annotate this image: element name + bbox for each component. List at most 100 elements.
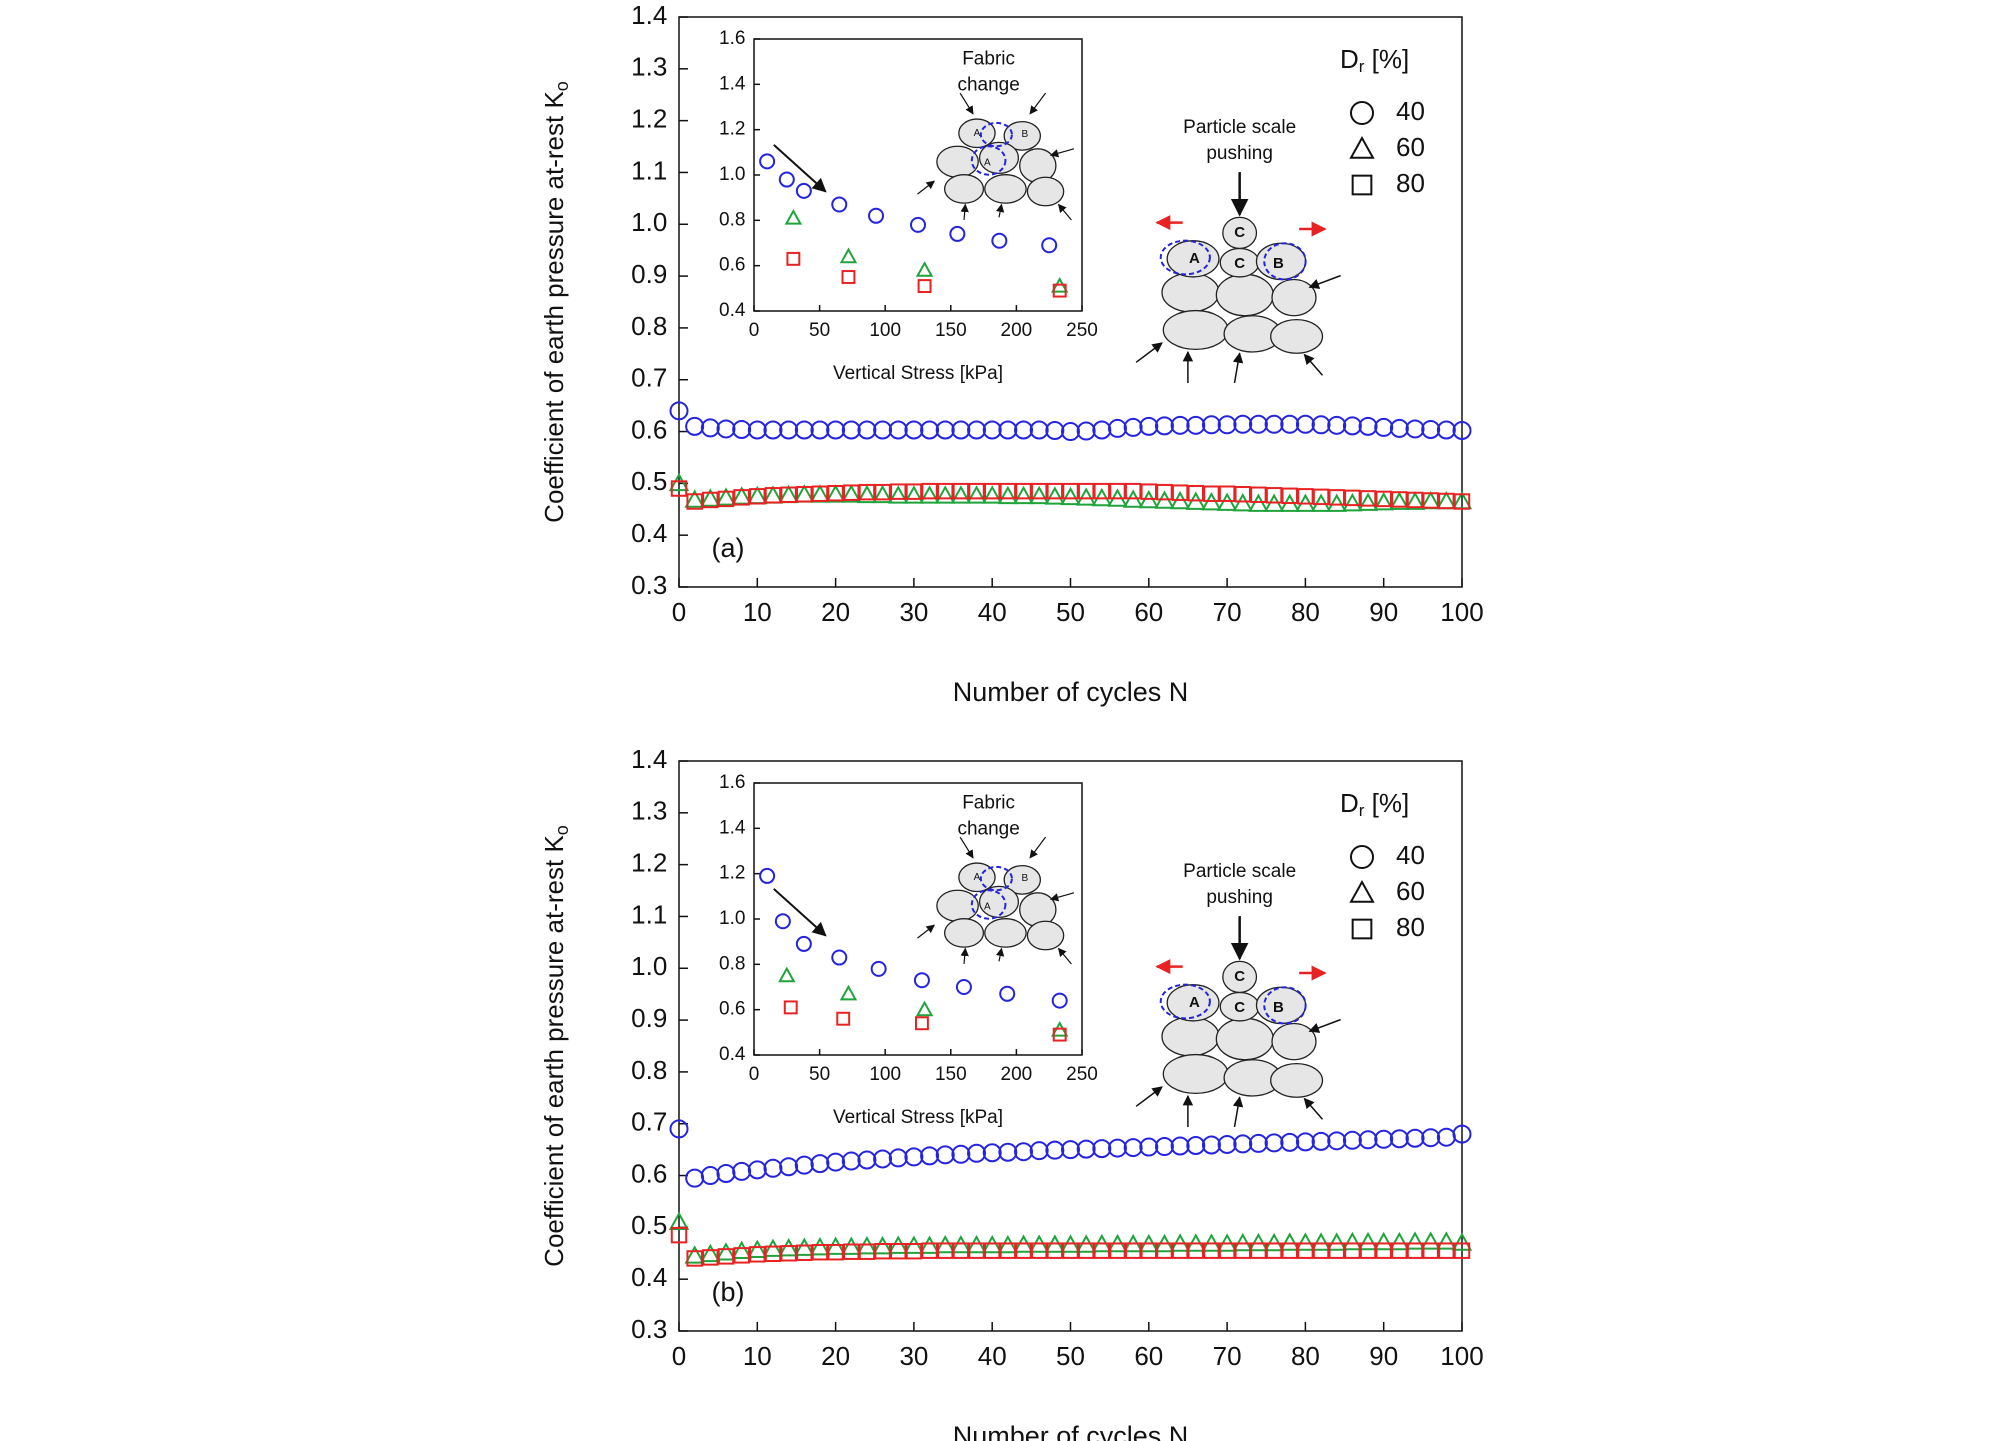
marker-circle xyxy=(999,985,1016,1002)
marker-circle xyxy=(1295,1132,1315,1152)
fabric-label: change xyxy=(957,818,1019,839)
marker-triangle xyxy=(668,472,690,492)
marker-square xyxy=(1187,1242,1205,1259)
arrow xyxy=(1232,1096,1244,1128)
legend-label: 80 xyxy=(1396,168,1425,198)
marker-circle xyxy=(951,1144,971,1164)
marker-circle xyxy=(685,1168,705,1188)
particle-outline xyxy=(970,145,1007,176)
particle-letter: C xyxy=(1234,255,1245,272)
arrow xyxy=(959,92,974,115)
marker-circle xyxy=(1233,414,1253,434)
marker-circle xyxy=(1280,1132,1300,1152)
marker-triangle xyxy=(1420,1231,1441,1250)
marker-square xyxy=(1218,1242,1236,1259)
y-tick-label: 1.2 xyxy=(719,863,745,884)
marker-circle xyxy=(1170,1136,1190,1156)
marker-circle xyxy=(1358,1130,1378,1150)
marker-circle xyxy=(1374,417,1394,437)
marker-square xyxy=(702,1249,719,1266)
marker-square xyxy=(983,1242,1001,1259)
arrow xyxy=(1308,1018,1341,1033)
particle xyxy=(936,145,979,178)
marker-circle xyxy=(857,420,877,440)
x-tick-label: 30 xyxy=(899,597,928,627)
x-tick-label: 50 xyxy=(1056,1341,1085,1371)
y-tick-label: 1.0 xyxy=(631,207,667,237)
marker-triangle xyxy=(935,485,956,504)
marker-circle xyxy=(1170,415,1190,435)
marker-circle xyxy=(1045,1140,1065,1160)
x-tick-label: 250 xyxy=(1066,1064,1098,1085)
marker-square xyxy=(921,1242,938,1259)
particle xyxy=(1222,216,1258,250)
fabric-letter: A xyxy=(984,158,991,169)
marker-circle xyxy=(1421,1128,1441,1148)
y-tick-label: 0.9 xyxy=(631,1003,667,1033)
marker-triangle xyxy=(839,984,858,1001)
legend-label: 80 xyxy=(1396,912,1425,942)
marker-circle xyxy=(1154,1137,1174,1157)
marker-circle xyxy=(759,153,776,170)
marker-circle xyxy=(716,419,736,439)
y-tick-label: 1.4 xyxy=(631,0,667,30)
arrow xyxy=(959,836,974,859)
panel-label: (a) xyxy=(712,533,745,563)
marker-triangle xyxy=(841,484,862,503)
particle-label: Particle scale xyxy=(1183,117,1296,138)
marker-triangle xyxy=(966,485,987,504)
marker-square xyxy=(1234,486,1251,503)
marker-square xyxy=(1265,487,1283,504)
y-tick-label: 0.8 xyxy=(631,1055,667,1085)
arrow xyxy=(1049,148,1075,158)
y-axis-label-sub: o xyxy=(552,81,572,91)
marker-square xyxy=(796,486,813,503)
marker-circle xyxy=(873,1149,893,1169)
marker-square xyxy=(827,484,844,502)
marker-triangle xyxy=(1216,492,1238,511)
marker-circle xyxy=(1107,418,1127,438)
marker-square xyxy=(1406,1242,1424,1259)
x-tick-label: 80 xyxy=(1291,1341,1320,1371)
marker-square xyxy=(796,1244,813,1261)
marker-triangle xyxy=(997,1234,1019,1254)
marker-circle xyxy=(763,420,783,440)
marker-square xyxy=(890,1242,907,1260)
marker-circle xyxy=(873,420,893,440)
fabric-letter: B xyxy=(1022,129,1029,140)
marker-square xyxy=(843,1243,860,1260)
marker-square xyxy=(1250,486,1267,503)
x-tick-label: 0 xyxy=(672,597,686,627)
marker-square xyxy=(890,483,907,500)
marker-triangle xyxy=(747,485,768,505)
marker-triangle xyxy=(668,1211,690,1230)
marker-circle xyxy=(935,420,955,440)
x-axis-label: Number of cycles N xyxy=(953,1421,1189,1441)
marker-circle xyxy=(700,418,720,438)
marker-triangle xyxy=(915,261,934,277)
marker-circle xyxy=(1264,414,1284,434)
arrow xyxy=(1303,353,1324,376)
legend-label: 60 xyxy=(1396,132,1425,162)
marker-triangle xyxy=(841,1236,862,1255)
arrow xyxy=(1135,1086,1163,1107)
x-tick-label: 40 xyxy=(978,597,1007,627)
marker-triangle xyxy=(715,1242,737,1261)
legend-marker xyxy=(1349,135,1375,159)
marker-circle xyxy=(1217,415,1237,435)
particle xyxy=(936,889,979,922)
marker-circle xyxy=(716,1163,736,1183)
marker-circle xyxy=(732,419,752,439)
arrow xyxy=(1303,1097,1324,1120)
y-tick-label: 0.6 xyxy=(719,999,745,1020)
marker-triangle xyxy=(747,1239,768,1258)
marker-circle xyxy=(982,420,1002,440)
marker-square xyxy=(1093,482,1111,500)
x-tick-label: 50 xyxy=(1056,597,1085,627)
marker-square xyxy=(702,491,719,509)
x-tick-label: 30 xyxy=(899,1341,928,1371)
marker-triangle xyxy=(903,1235,925,1254)
marker-triangle xyxy=(919,485,940,504)
arrow xyxy=(1057,203,1072,221)
marker-square xyxy=(1344,489,1361,507)
